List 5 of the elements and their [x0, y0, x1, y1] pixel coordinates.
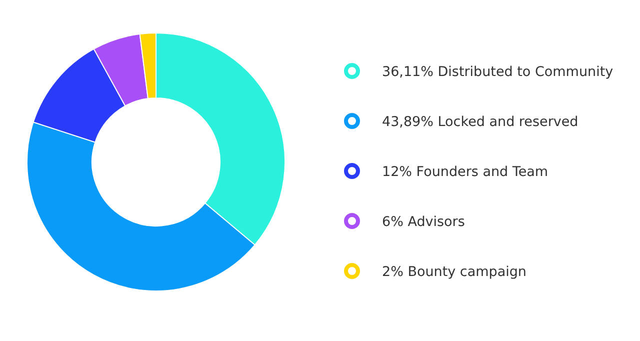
- legend-label: 12% Founders and Team: [382, 164, 548, 180]
- legend-label: 36,11% Distributed to Community: [382, 64, 614, 80]
- legend-label: 43,89% Locked and reserved: [382, 114, 578, 130]
- legend-label: 2% Bounty campaign: [382, 264, 526, 280]
- legend-label: 6% Advisors: [382, 214, 465, 230]
